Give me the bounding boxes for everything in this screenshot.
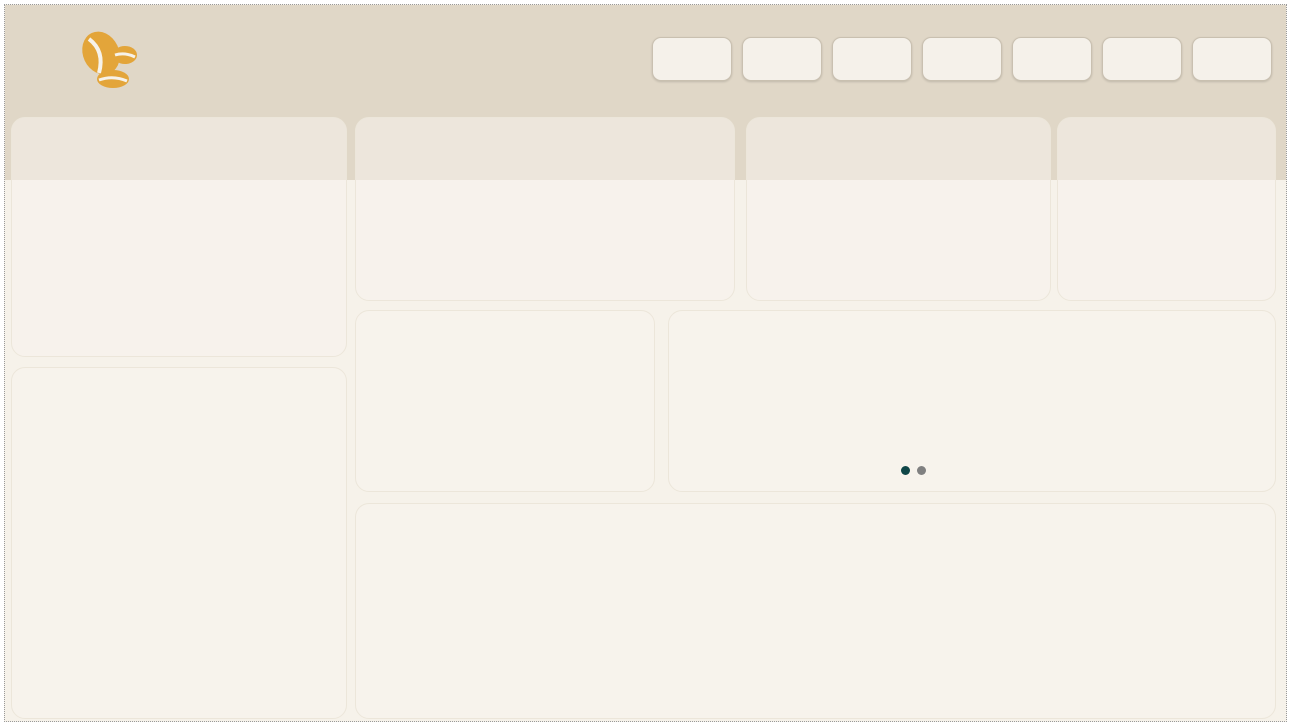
legend-yes-swatch	[916, 466, 926, 475]
caffeine-level-bar-chart	[747, 118, 1051, 301]
age-tab-35-44[interactable]	[1012, 37, 1092, 81]
coffee-expertise-bar-chart	[356, 118, 735, 301]
know-origin-pie-chart	[1058, 118, 1276, 301]
kind-of-coffee-bar-chart	[12, 368, 347, 719]
coffee-expertise-card[interactable]	[355, 117, 735, 301]
roast-level-card[interactable]	[355, 310, 655, 492]
why-drink-card[interactable]	[355, 503, 1276, 719]
like-taste-legend	[897, 465, 926, 478]
roast-level-donut-chart	[356, 311, 655, 492]
know-origin-card[interactable]	[1057, 117, 1276, 301]
age-tab-25-34[interactable]	[922, 37, 1002, 81]
like-taste-stacked-bar-chart	[669, 311, 1276, 492]
coffee-bean-logo-icon	[82, 31, 137, 88]
age-tab-18-24[interactable]	[832, 37, 912, 81]
how-strong-pie-chart	[12, 118, 347, 357]
age-tab-55-64[interactable]	[1192, 37, 1272, 81]
like-taste-card[interactable]	[668, 310, 1276, 492]
age-tab-over-65[interactable]	[742, 37, 822, 81]
caffeine-level-card[interactable]	[746, 117, 1051, 301]
dashboard-canvas	[4, 4, 1287, 722]
age-tab-45-54[interactable]	[1102, 37, 1182, 81]
legend-no-swatch	[901, 466, 910, 475]
age-tab-under-18[interactable]	[652, 37, 732, 81]
how-strong-card[interactable]	[11, 117, 347, 357]
kind-of-coffee-card[interactable]	[11, 367, 347, 719]
why-drink-funnel-chart	[356, 504, 1276, 719]
